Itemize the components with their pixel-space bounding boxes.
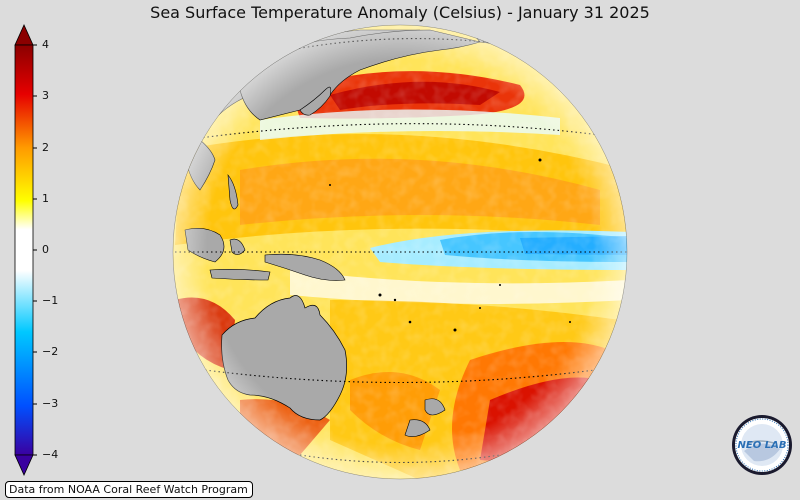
data-source-note: Data from NOAA Coral Reef Watch Program <box>5 481 253 498</box>
map-title: Sea Surface Temperature Anomaly (Celsius… <box>150 3 650 22</box>
colorbar-tick-label: −2 <box>42 345 59 358</box>
colorbar-tick-label: 2 <box>42 141 49 154</box>
colorbar-labels: 4 3 2 1 0 −1 −2 −3 −4 <box>0 0 60 480</box>
colorbar-tick-label: 3 <box>42 89 49 102</box>
colorbar-tick-label: 1 <box>42 192 49 205</box>
globe-outline <box>172 24 628 480</box>
colorbar-tick-label: 0 <box>42 243 49 256</box>
colorbar-tick-label: 4 <box>42 38 49 51</box>
colorbar-tick-label: −4 <box>42 448 59 461</box>
logo-text: NEO LAB <box>738 440 787 451</box>
globe-ocean <box>173 25 627 479</box>
colorbar <box>14 24 37 476</box>
neo-lab-logo: NEO LAB <box>732 415 792 475</box>
colorbar-extend-bottom <box>14 454 34 476</box>
colorbar-tick-label: −1 <box>42 294 59 307</box>
colorbar-tick-label: −3 <box>42 397 59 410</box>
